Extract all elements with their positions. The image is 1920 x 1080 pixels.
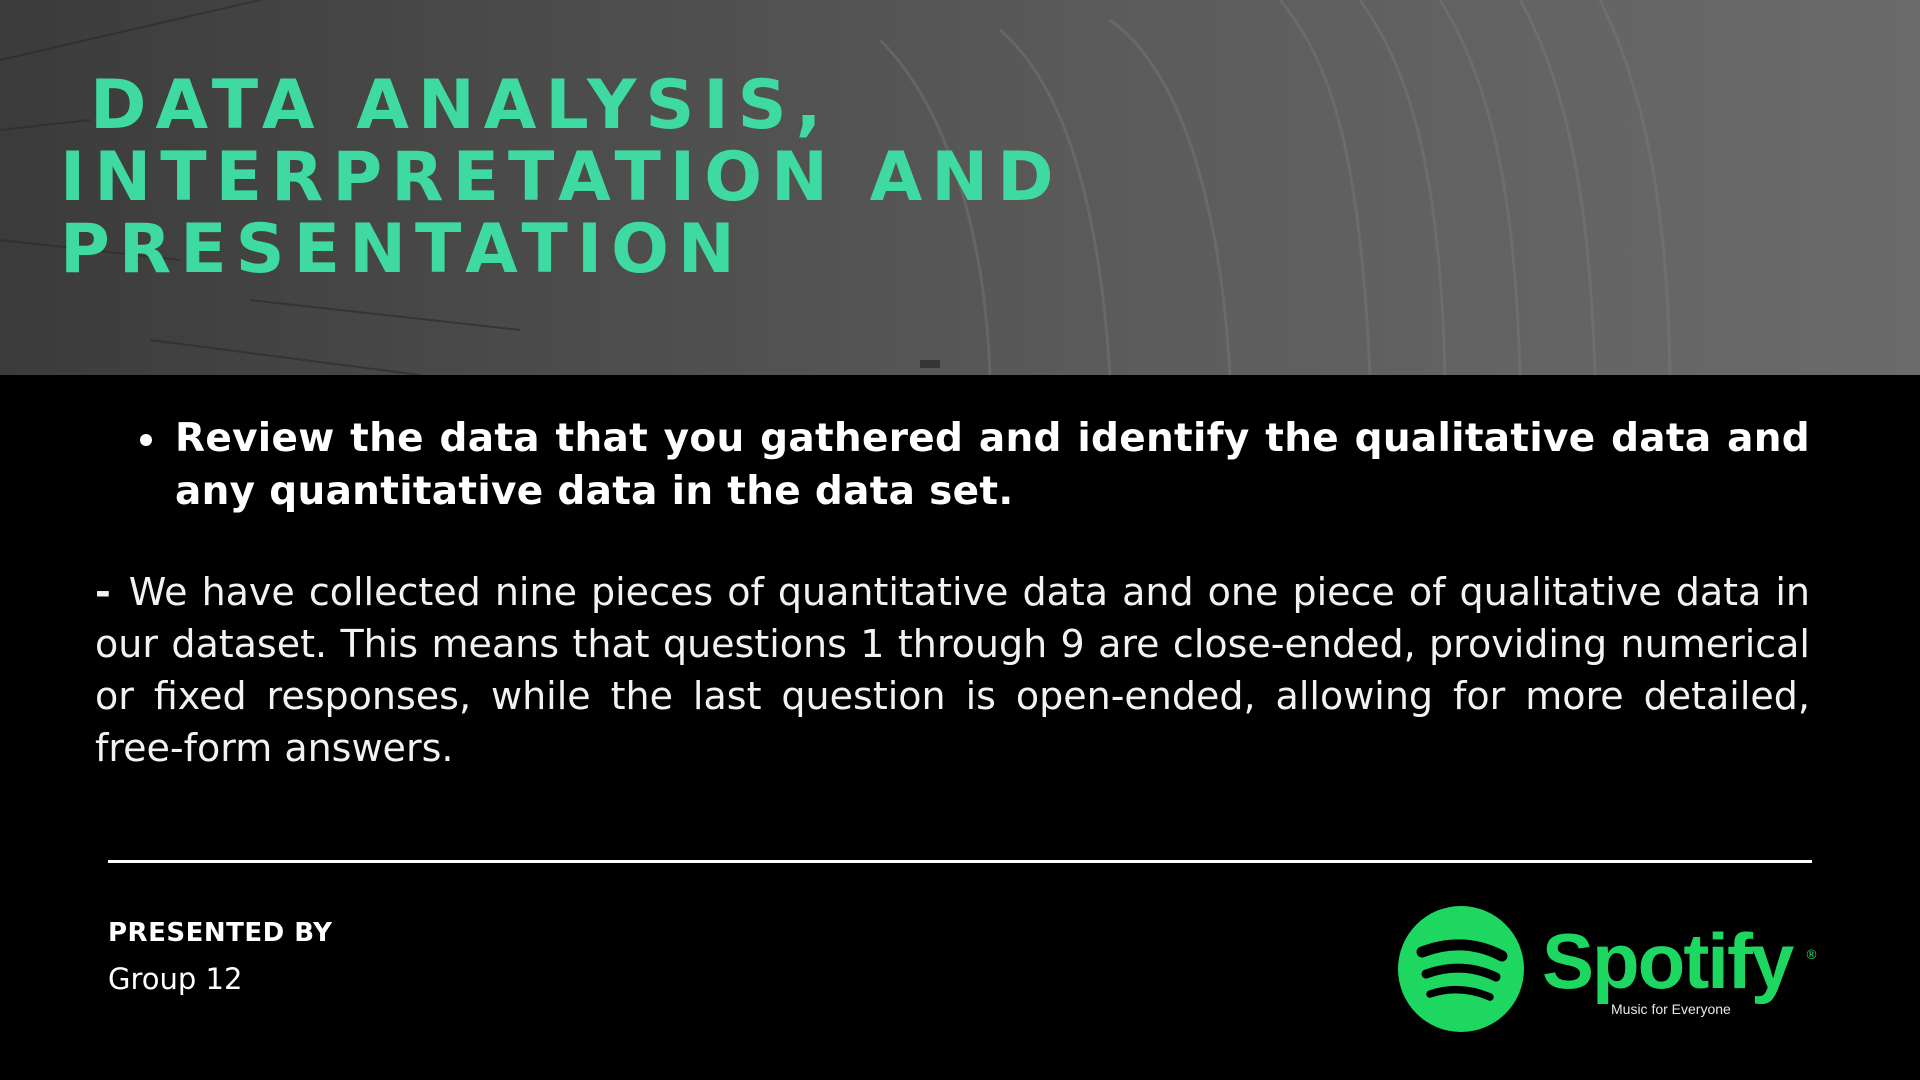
spotify-tagline: Music for Everyone bbox=[1611, 1001, 1731, 1017]
title-line-3: PRESENTATION bbox=[60, 210, 744, 289]
spotify-icon bbox=[1398, 906, 1524, 1032]
answer-paragraph: - We have collected nine pieces of quanti… bbox=[95, 566, 1810, 774]
answer-text: We have collected nine pieces of quantit… bbox=[95, 570, 1810, 770]
dash-marker: - bbox=[95, 570, 111, 614]
background-architecture-image bbox=[0, 0, 1672, 375]
registered-mark: ® bbox=[1805, 948, 1818, 963]
presented-by-label: PRESENTED BY bbox=[108, 918, 333, 948]
spotify-wordmark: Spotify bbox=[1542, 917, 1794, 1005]
header-banner: DATA ANALYSIS, INTERPRETATION AND PRESEN… bbox=[0, 0, 1920, 375]
bullet-text: Review the data that you gathered and id… bbox=[175, 416, 1810, 514]
title-line-2: INTERPRETATION AND bbox=[60, 138, 1063, 217]
spotify-logo: Spotify ® Music for Everyone bbox=[1398, 902, 1818, 1032]
bullet-list: Review the data that you gathered and id… bbox=[140, 412, 1810, 518]
divider-line bbox=[108, 860, 1812, 863]
page-title: DATA ANALYSIS, INTERPRETATION AND PRESEN… bbox=[60, 70, 1063, 286]
bullet-item: Review the data that you gathered and id… bbox=[140, 412, 1810, 518]
bullet-dot-icon bbox=[140, 434, 152, 446]
presenter-name: Group 12 bbox=[108, 962, 243, 996]
title-line-1: DATA ANALYSIS, bbox=[90, 66, 831, 145]
